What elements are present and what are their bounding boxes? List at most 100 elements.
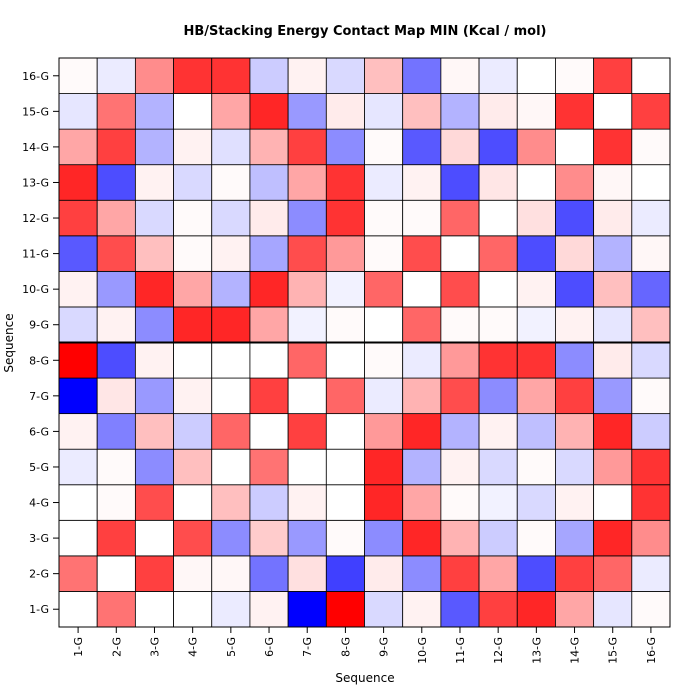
heatmap-cell	[249, 164, 289, 201]
heatmap-cell	[516, 591, 556, 628]
heatmap-cell	[211, 448, 251, 486]
heatmap-cell	[249, 93, 289, 130]
heatmap-cell	[134, 270, 174, 308]
heatmap-cell	[440, 377, 480, 415]
heatmap-cell	[58, 555, 98, 592]
heatmap-cell	[249, 128, 289, 166]
heatmap-cell	[211, 591, 251, 628]
heatmap-cell	[593, 377, 633, 415]
heatmap-cell	[173, 128, 213, 166]
heatmap-cell	[593, 93, 633, 130]
heatmap-cell	[96, 555, 136, 592]
heatmap-cell	[325, 591, 365, 628]
heatmap-cell	[364, 484, 404, 521]
heatmap-cell	[555, 342, 595, 379]
heatmap-cell	[96, 164, 136, 201]
y-tick-label: 11-G	[22, 248, 49, 261]
heatmap-cell	[516, 128, 556, 166]
y-tick-label: 1-G	[29, 603, 49, 616]
heatmap-cell	[96, 342, 136, 379]
heatmap-cell	[478, 235, 518, 272]
heatmap-cell	[593, 306, 633, 343]
heatmap-cell	[96, 93, 136, 130]
heatmap-cell	[134, 519, 174, 557]
heatmap-cell	[631, 555, 671, 592]
heatmap-cell	[249, 270, 289, 308]
heatmap-cell	[593, 57, 633, 94]
heatmap-cell	[478, 199, 518, 237]
heatmap-cell	[249, 377, 289, 415]
heatmap-cell	[134, 555, 174, 592]
heatmap-cell	[402, 413, 442, 450]
y-tick-label: 16-G	[22, 70, 49, 83]
heatmap-cell	[593, 164, 633, 201]
heatmap-cell	[440, 235, 480, 272]
heatmap-cell	[287, 342, 327, 379]
heatmap-cell	[325, 57, 365, 94]
heatmap-cell	[287, 93, 327, 130]
heatmap-cell	[364, 591, 404, 628]
heatmap-cell	[287, 591, 327, 628]
heatmap-cell	[440, 448, 480, 486]
heatmap-cell	[325, 377, 365, 415]
heatmap-cell	[325, 555, 365, 592]
heatmap-cell	[364, 377, 404, 415]
x-tick-label: 12-G	[492, 637, 505, 664]
heatmap-cell	[134, 57, 174, 94]
heatmap-cell	[478, 342, 518, 379]
x-tick-label: 1-G	[72, 637, 85, 657]
heatmap-cell	[402, 164, 442, 201]
heatmap-cell	[478, 306, 518, 343]
heatmap-cell	[440, 199, 480, 237]
x-tick-label: 7-G	[301, 637, 314, 657]
heatmap-cell	[555, 164, 595, 201]
heatmap-cell	[516, 164, 556, 201]
heatmap-cell	[249, 484, 289, 521]
heatmap-cell	[287, 519, 327, 557]
heatmap-cell	[96, 235, 136, 272]
heatmap-cell	[211, 342, 251, 379]
heatmap-cell	[211, 199, 251, 237]
heatmap-cell	[96, 519, 136, 557]
y-tick-label: 4-G	[29, 497, 49, 510]
heatmap-cell	[173, 377, 213, 415]
heatmap-cell	[211, 164, 251, 201]
y-tick-label: 5-G	[29, 461, 49, 474]
x-tick-label: 8-G	[339, 637, 352, 657]
heatmap-cell	[631, 519, 671, 557]
heatmap-cell	[555, 128, 595, 166]
heatmap-cell	[478, 377, 518, 415]
y-tick-label: 2-G	[29, 568, 49, 581]
x-tick-label: 3-G	[148, 637, 161, 657]
heatmap-cell	[211, 413, 251, 450]
heatmap-cell	[134, 164, 174, 201]
heatmap-cell	[516, 519, 556, 557]
heatmap-cell	[631, 342, 671, 379]
y-tick-label: 12-G	[22, 212, 49, 225]
heatmap-cell	[58, 377, 98, 415]
heatmap-cell	[593, 342, 633, 379]
heatmap-cell	[631, 235, 671, 272]
heatmap-cell	[173, 413, 213, 450]
heatmap-cell	[96, 377, 136, 415]
heatmap-cell	[134, 235, 174, 272]
heatmap-cell	[364, 57, 404, 94]
heatmap-cell	[58, 57, 98, 94]
heatmap-cell	[134, 591, 174, 628]
heatmap-cell	[325, 519, 365, 557]
heatmap-cell	[402, 519, 442, 557]
heatmap-cell	[58, 519, 98, 557]
heatmap-cell	[631, 199, 671, 237]
heatmap-cell	[325, 484, 365, 521]
heatmap-cell	[364, 555, 404, 592]
heatmap-cell	[96, 448, 136, 486]
heatmap-cell	[593, 128, 633, 166]
heatmap-cell	[516, 448, 556, 486]
heatmap-cell	[173, 591, 213, 628]
heatmap-cell	[325, 306, 365, 343]
heatmap-cell	[287, 413, 327, 450]
heatmap-cell	[631, 57, 671, 94]
heatmap-cell	[593, 413, 633, 450]
heatmap-cell	[325, 342, 365, 379]
x-tick-label: 11-G	[454, 637, 467, 664]
